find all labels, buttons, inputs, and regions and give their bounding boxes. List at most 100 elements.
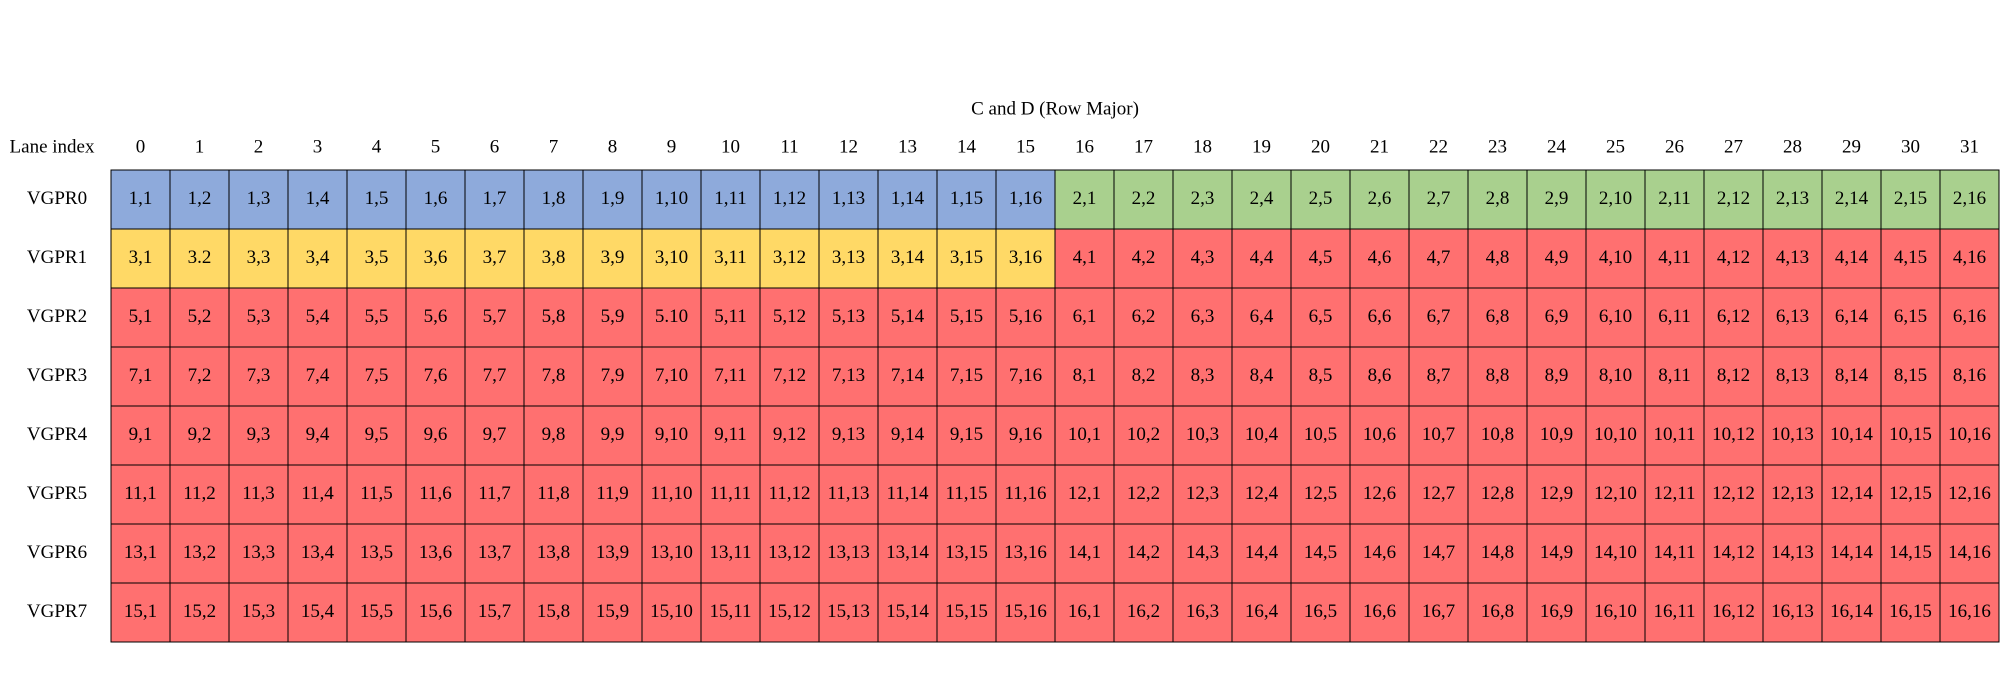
cell-text: 15,13 [827,601,870,622]
cell-text: 14,11 [1653,542,1695,563]
lane-index: 29 [1842,136,1861,157]
cell-text: 4,6 [1368,247,1392,268]
cell-text: 14,6 [1363,542,1396,563]
cell-text: 13,16 [1004,542,1047,563]
cell [1762,169,1823,230]
lane-index: 28 [1783,136,1802,157]
cell-text: 14,9 [1540,542,1573,563]
cell-text: 7,10 [655,365,688,386]
cell-text: 4,7 [1427,247,1451,268]
cell-text: 12,5 [1304,483,1337,504]
cell-text: 3,6 [424,247,448,268]
cell [1821,523,1882,584]
cell [759,346,820,407]
cell-text: 8,9 [1545,365,1569,386]
cell [287,228,348,289]
row-label: VGPR1 [27,247,87,268]
cell [1585,346,1646,407]
cell-text: 15,14 [886,601,929,622]
cell-text: 7,16 [1009,365,1042,386]
cell [1113,228,1174,289]
cell [700,405,761,466]
cell-text: 14,12 [1712,542,1755,563]
cell [346,287,407,348]
cell [1349,405,1410,466]
cell [700,346,761,407]
cell [936,405,997,466]
lane-label: Lane index [10,136,95,157]
cell [1290,464,1351,525]
cell-text: 14,8 [1481,542,1514,563]
cell-text: 4,13 [1776,247,1809,268]
cell-text: 13,3 [242,542,275,563]
cell-text: 11,3 [242,483,275,504]
cell-text: 1,12 [773,188,806,209]
cell [228,346,289,407]
lane-index: 4 [372,136,382,157]
cell [1408,464,1469,525]
cell-text: 7,11 [714,365,747,386]
cell [1408,405,1469,466]
cell-text: 3,13 [832,247,865,268]
cell [523,346,584,407]
cell-text: 8,1 [1073,365,1097,386]
cell [700,228,761,289]
cell-text: 13,4 [301,542,335,563]
cell-text: 4,8 [1486,247,1510,268]
cell-text: 16,16 [1948,601,1991,622]
cell-text: 9,16 [1009,424,1042,445]
cell [1290,582,1351,643]
cell-text: 12,10 [1594,483,1637,504]
row-label: VGPR5 [27,483,87,504]
lane-index: 10 [721,136,740,157]
cell-text: 14,2 [1127,542,1160,563]
cell-text: 6,16 [1953,306,1986,327]
cell-text: 10,8 [1481,424,1514,445]
cell [995,582,1056,643]
cell [877,346,938,407]
cell-text: 5,4 [306,306,330,327]
cell [287,582,348,643]
cell-text: 15,3 [242,601,275,622]
cell [582,346,643,407]
cell [1349,228,1410,289]
cell-text: 3,1 [129,247,153,268]
cell-text: 8,3 [1191,365,1215,386]
cell-text: 5,8 [542,306,566,327]
cell-text: 6,7 [1427,306,1451,327]
cell [1231,169,1292,230]
cell-text: 15,2 [183,601,216,622]
cell-text: 8,8 [1486,365,1510,386]
cell-text: 16,15 [1889,601,1932,622]
cell-text: 8,6 [1368,365,1392,386]
cell-text: 16,5 [1304,601,1337,622]
cell-text: 13,8 [537,542,570,563]
cell [1113,169,1174,230]
cell-text: 4,16 [1953,247,1986,268]
cell [405,464,466,525]
cell [1644,523,1705,584]
cell-text: 10,12 [1712,424,1755,445]
lane-index: 7 [549,136,559,157]
cell [1703,169,1764,230]
lane-index: 14 [957,136,977,157]
cell-text: 12,11 [1653,483,1695,504]
cell-text: 2,11 [1658,188,1691,209]
row-label: VGPR4 [27,424,88,445]
cell [1172,346,1233,407]
cell [995,346,1056,407]
cell-text: 16,2 [1127,601,1160,622]
cell [523,228,584,289]
cell-text: 16,6 [1363,601,1396,622]
cell [1349,523,1410,584]
cell [641,228,702,289]
cell-text: 4,9 [1545,247,1569,268]
lane-index: 19 [1252,136,1271,157]
cell-text: 2,14 [1835,188,1869,209]
lane-index: 8 [608,136,618,157]
cell [1526,582,1587,643]
cell-text: 9,14 [891,424,925,445]
cell-text: 8,12 [1717,365,1750,386]
